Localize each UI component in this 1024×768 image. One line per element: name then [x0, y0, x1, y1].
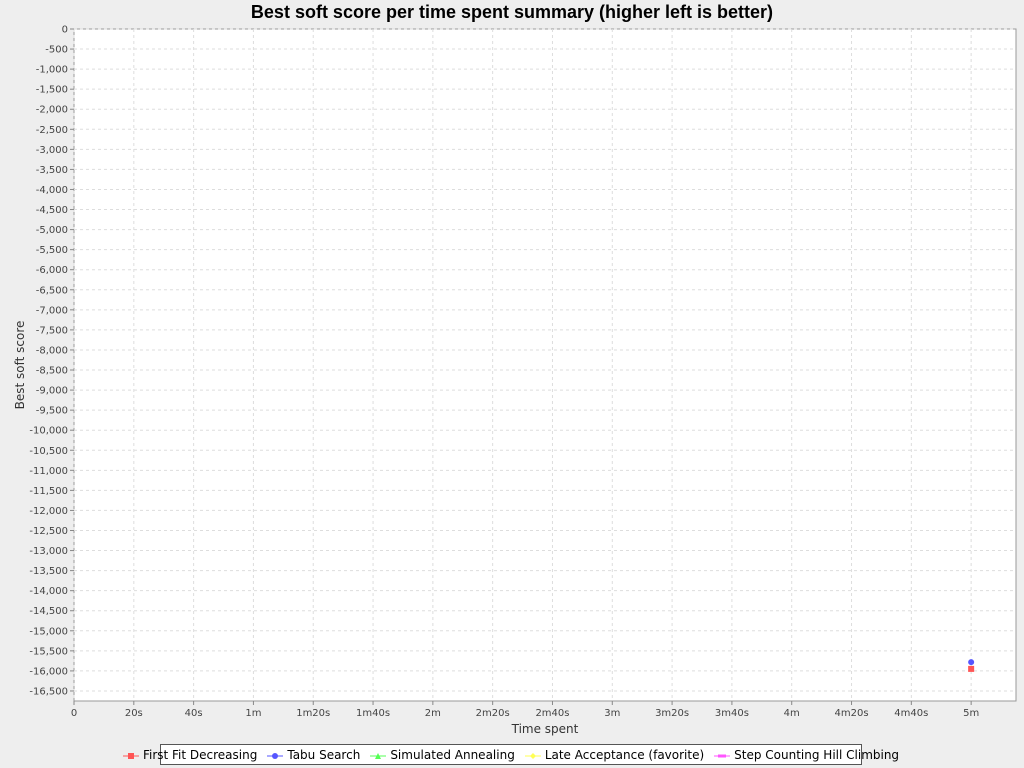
legend-item-first-fit-decreasing: First Fit Decreasing [122, 747, 258, 762]
y-tick-label: -6,500 [36, 285, 68, 296]
y-tick-label: -1,000 [36, 65, 68, 76]
x-axis-label: Time spent [511, 722, 579, 736]
legend-label: Step Counting Hill Climbing [734, 747, 900, 762]
y-tick-label: -4,000 [36, 185, 68, 196]
y-tick-label: -16,500 [29, 686, 68, 697]
y-tick-label: -4,500 [36, 205, 68, 216]
x-tick-label: 4m [784, 708, 800, 719]
y-tick-label: -9,500 [36, 406, 68, 417]
legend-item-simulated-annealing: Simulated Annealing [370, 748, 515, 762]
y-tick-label: -11,000 [29, 466, 68, 477]
data-points [968, 659, 975, 672]
x-tick-label: 2m40s [535, 708, 569, 719]
plot-area [73, 28, 1017, 702]
x-tick-label: 3m20s [655, 708, 689, 719]
legend-label: First Fit Decreasing [142, 747, 258, 762]
data-point-first-fit-decreasing [968, 665, 975, 672]
y-tick-label: -12,500 [29, 526, 68, 537]
y-tick-label: -7,500 [36, 325, 68, 336]
y-tick-label: -7,000 [36, 305, 68, 316]
x-tick-label: 2m20s [476, 708, 510, 719]
y-tick-label: -14,500 [29, 606, 68, 617]
x-tick-label: 3m40s [715, 708, 749, 719]
x-tick-label: 4m20s [835, 708, 869, 719]
y-tick-label: -15,000 [29, 626, 68, 637]
y-axis-ticks: 0 -500 -1,000 -1,500 -2,000 -2,500 -3,000 -3,50… [29, 25, 74, 697]
y-tick-label: -10,000 [29, 426, 68, 437]
y-tick-label: -5,500 [36, 245, 68, 256]
x-axis-ticks: 0 20s 40s 1m 1m20s 1m40s 2m 2m20s 2m40s 3m 3m20s 3m… [71, 701, 979, 719]
y-axis-label: Best soft score [13, 321, 27, 410]
x-tick-label: 1m [245, 708, 261, 719]
x-tick-label: 3m [604, 708, 620, 719]
y-tick-label: -14,000 [29, 586, 68, 597]
x-tick-label: 1m40s [356, 708, 390, 719]
y-tick-label: -2,500 [36, 125, 68, 136]
y-tick-label: 0 [62, 25, 68, 36]
y-tick-label: -13,000 [29, 546, 68, 557]
legend-swatch [370, 752, 387, 759]
x-tick-label: 5m [963, 708, 979, 719]
y-tick-label: -12,000 [29, 506, 68, 517]
legend-item-tabu-search: Tabu Search [267, 748, 360, 762]
chart-title: Best soft score per time spent summary (… [250, 2, 774, 22]
y-tick-label: -10,500 [29, 446, 68, 457]
legend-swatch [524, 752, 541, 759]
y-tick-label: -500 [45, 45, 68, 56]
legend: First Fit Decreasing Tabu Search Simulated… [122, 744, 899, 765]
legend-label: Late Acceptance (favorite) [544, 747, 705, 762]
x-tick-label: 4m40s [894, 708, 928, 719]
y-tick-label: -16,000 [29, 666, 68, 677]
y-tick-label: -9,000 [36, 386, 68, 397]
legend-item-step-counting-hill-climbing: Step Counting Hill Climbing [714, 748, 899, 762]
y-tick-label: -8,500 [36, 366, 68, 377]
legend-swatch [122, 752, 139, 759]
grid [73, 28, 1016, 701]
data-point-tabu-search [968, 659, 975, 666]
y-tick-label: -13,500 [29, 566, 68, 577]
y-tick-label: -5,000 [36, 225, 68, 236]
y-tick-label: -1,500 [36, 85, 68, 96]
y-tick-label: -6,000 [36, 265, 68, 276]
legend-swatch [714, 754, 731, 757]
legend-item-late-acceptance-favorite: Late Acceptance (favorite) [524, 747, 705, 762]
legend-swatch [267, 752, 284, 759]
x-tick-label: 0 [71, 708, 77, 719]
x-tick-label: 2m [425, 708, 441, 719]
x-tick-label: 20s [125, 708, 143, 719]
y-tick-label: -15,500 [29, 646, 68, 657]
x-tick-label: 40s [185, 708, 203, 719]
legend-label: Tabu Search [287, 747, 361, 762]
legend-label: Simulated Annealing [390, 747, 515, 762]
y-tick-label: -3,000 [36, 145, 68, 156]
x-tick-label: 1m20s [296, 708, 330, 719]
y-tick-label: -2,000 [36, 105, 68, 116]
y-tick-label: -11,500 [29, 486, 68, 497]
y-tick-label: -3,500 [36, 165, 68, 176]
y-tick-label: -8,000 [36, 345, 68, 356]
